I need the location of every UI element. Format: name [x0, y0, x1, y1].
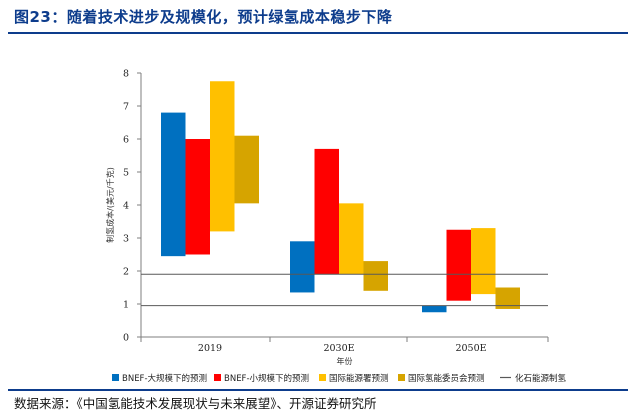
figure-title: 图23：随着技术进步及规模化，预计绿氢成本稳步下降 — [14, 8, 393, 26]
legend-label: BNEF-小规模下的预测 — [224, 373, 309, 384]
range-bar — [314, 148, 339, 275]
legend-swatch — [319, 374, 326, 381]
y-axis-title: 制氢成本/(美元/千克) — [105, 167, 115, 243]
x-axis-title: 年份 — [337, 356, 353, 366]
legend-swatch — [398, 374, 405, 381]
y-tick-label: 1 — [123, 300, 129, 311]
range-bar — [234, 135, 259, 204]
y-tick-label: 7 — [123, 102, 129, 113]
legend-swatch — [214, 374, 221, 381]
y-tick-label: 8 — [123, 69, 129, 80]
y-tick-label: 2 — [123, 267, 129, 278]
source-rule — [8, 389, 628, 391]
range-bar — [290, 241, 315, 293]
title-rule — [8, 32, 628, 34]
range-bar — [495, 287, 520, 309]
range-bar — [161, 112, 186, 257]
legend-label: 国际氢能委员会预测 — [408, 373, 485, 384]
x-tick-label: 2030E — [323, 343, 354, 354]
y-tick-label: 5 — [123, 168, 129, 179]
y-tick-label: 0 — [123, 333, 129, 344]
range-bar — [210, 81, 235, 232]
y-tick-label: 3 — [123, 234, 129, 245]
y-tick-label: 4 — [123, 201, 129, 212]
legend-swatch — [112, 374, 119, 381]
legend-label: 化石能源制氢 — [515, 373, 567, 384]
range-bar — [446, 229, 471, 301]
legend-label: 国际能源署预测 — [329, 373, 389, 384]
x-tick-label: 2019 — [198, 343, 222, 354]
legend-label: BNEF-大规模下的预测 — [122, 373, 207, 384]
hydrogen-cost-chart: 0 1 2 3 4 5 6 7 8 制氢成本/(美元/千克) 2019 2030E 2050E 年份 BNE… — [105, 69, 567, 385]
range-bar — [471, 228, 496, 295]
x-tick-label: 2050E — [455, 343, 486, 354]
range-bar — [185, 139, 210, 255]
source-note: 数据来源：《中国氢能技术发展现状与未来展望》、开源证券研究所 — [14, 396, 377, 411]
range-bar — [422, 305, 447, 313]
range-bar — [339, 203, 364, 275]
range-bar — [363, 261, 388, 291]
y-tick-label: 6 — [123, 135, 129, 146]
